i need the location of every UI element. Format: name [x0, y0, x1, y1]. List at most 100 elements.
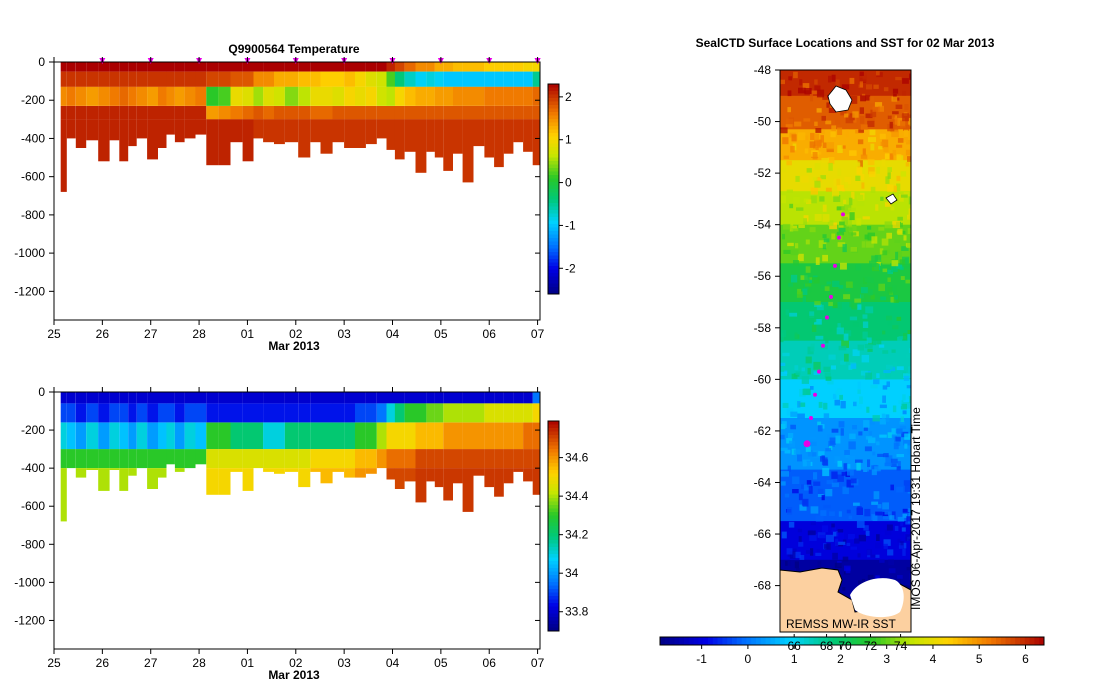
colorbar-segment — [548, 477, 559, 481]
colorbar-segment — [548, 273, 559, 277]
y-tick-label: -200 — [21, 93, 45, 107]
sst-speckle — [817, 421, 822, 426]
sst-speckle — [841, 84, 850, 90]
sst-speckle — [836, 531, 844, 540]
sst-speckle — [909, 573, 911, 580]
sst-speckle — [816, 139, 821, 148]
profile-cell — [253, 422, 264, 450]
colorbar-segment — [669, 637, 675, 645]
profile-cell — [284, 71, 299, 87]
profile-cell — [394, 86, 405, 106]
profile-cell — [394, 422, 405, 450]
profile-cell — [75, 392, 87, 404]
profile-cell — [462, 119, 474, 183]
sst-speckle — [863, 427, 868, 431]
sst-speckle — [827, 220, 834, 226]
x-tick-label: 27 — [144, 327, 158, 341]
sst-speckle — [797, 413, 805, 419]
sst-speckle — [787, 560, 794, 568]
profile-cell — [109, 403, 120, 423]
colorbar-segment — [548, 171, 559, 176]
sst-speckle — [882, 268, 888, 273]
sst-speckle — [887, 287, 893, 294]
profile-cell — [473, 422, 485, 450]
profile-cell — [284, 449, 299, 469]
sst-speckle — [837, 145, 843, 153]
profile-cell — [136, 449, 148, 469]
sst-speckle — [857, 389, 861, 394]
sst-speckle — [897, 336, 903, 343]
sst-speckle — [806, 168, 812, 173]
imos-credit: IMOS 06-Apr-2017 19:31 Hobart Time — [909, 407, 923, 610]
sst-speckle — [802, 388, 811, 396]
profile-cell — [298, 468, 311, 488]
sst-speckle — [855, 459, 863, 463]
sst-speckle — [903, 191, 910, 196]
profile-cell — [136, 392, 148, 404]
x-tick-label: 07 — [531, 656, 545, 670]
profile-cell — [274, 468, 285, 474]
sst-speckle — [807, 530, 816, 536]
temperature-colorbar: 2 1 0 -1 -2 — [547, 83, 576, 295]
profile-cell — [274, 449, 285, 469]
sst-speckle — [787, 107, 791, 113]
sst-speckle — [821, 115, 826, 121]
profile-cell — [298, 119, 311, 158]
profile-cell — [263, 422, 274, 450]
colorbar-segment — [548, 557, 559, 562]
sst-speckle — [797, 528, 803, 533]
profile-cell — [415, 403, 427, 423]
sst-speckle — [907, 334, 911, 342]
sst-speckle — [855, 264, 861, 271]
sst-speckle — [872, 415, 880, 422]
profile-cell — [158, 62, 167, 72]
sst-speckle — [853, 401, 857, 407]
sst-speckle — [780, 434, 785, 440]
colorbar-segment — [765, 637, 771, 645]
fahrenheit-tick-label: 70 — [838, 639, 852, 653]
sst-speckle — [789, 551, 796, 559]
sst-speckle — [861, 182, 865, 189]
sst-speckle — [882, 330, 886, 335]
colorbar-segment — [548, 561, 559, 565]
sst-speckle — [808, 279, 814, 283]
profile-cell — [404, 422, 416, 450]
sst-speckle — [793, 260, 799, 266]
salinity-x-label: Mar 2013 — [268, 668, 320, 682]
sst-speckle — [890, 458, 898, 464]
sst-speckle — [787, 553, 791, 557]
sst-speckle — [897, 516, 905, 522]
sst-speckle — [864, 276, 871, 283]
sst-speckle — [810, 506, 819, 514]
profile-cell — [344, 392, 355, 404]
sst-speckle — [790, 145, 795, 153]
sst-speckle — [903, 332, 907, 340]
profile-cell — [253, 71, 264, 87]
sst-speckle — [881, 131, 890, 136]
colorbar-tick-label: 33.8 — [565, 605, 589, 619]
sst-speckle — [820, 135, 824, 143]
sst-speckle — [894, 239, 901, 243]
profile-cell — [98, 86, 110, 106]
sst-speckle — [827, 157, 835, 165]
sst-speckle — [870, 294, 875, 300]
colorbar-segment — [548, 578, 559, 583]
profile-cell — [386, 468, 395, 480]
sst-speckle — [785, 118, 794, 127]
sst-speckle — [823, 504, 831, 509]
sst-speckle — [784, 493, 790, 498]
profile-cell — [453, 119, 463, 154]
sst-speckle — [887, 167, 892, 172]
sst-speckle — [894, 118, 899, 125]
colorbar-segment — [890, 637, 896, 645]
profile-cell — [166, 422, 175, 450]
sst-speckle — [890, 484, 894, 491]
sst-speckle — [794, 561, 799, 569]
sst-speckle — [835, 119, 841, 125]
profile-cell — [415, 119, 427, 173]
sst-speckle — [868, 171, 876, 177]
colorbar-segment — [548, 428, 559, 432]
colorbar-segment — [664, 637, 670, 645]
sst-speckle — [876, 71, 880, 76]
sst-speckle — [804, 274, 810, 281]
